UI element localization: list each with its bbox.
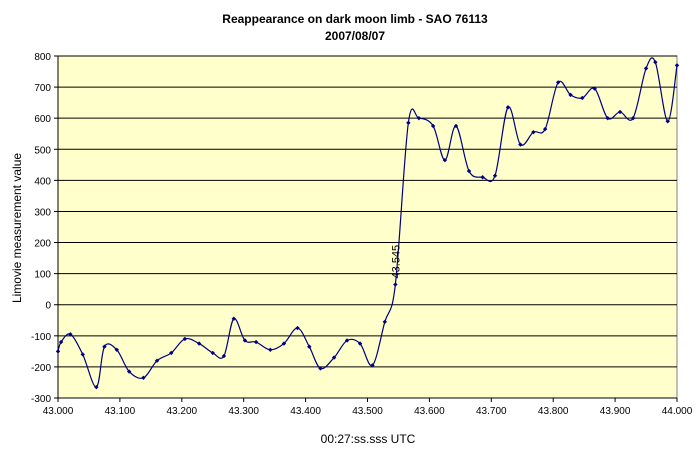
x-tick-label: 43.200 xyxy=(167,406,198,417)
data-point xyxy=(453,123,459,129)
y-tick-label: -200 xyxy=(31,363,51,374)
data-point xyxy=(643,66,649,71)
data-point xyxy=(80,352,85,357)
x-axis: 43.000 43.100 43.200 43.300 43.400 43.500 43.6… xyxy=(43,397,693,417)
data-point xyxy=(605,115,610,121)
x-tick-label: 43.500 xyxy=(352,406,383,417)
data-point xyxy=(480,175,485,180)
data-point xyxy=(430,123,436,129)
data-point xyxy=(617,109,623,115)
data-point xyxy=(630,115,636,121)
data-point xyxy=(281,341,287,346)
data-point xyxy=(94,384,99,390)
data-point xyxy=(154,358,160,363)
y-tick-label: 400 xyxy=(34,176,51,187)
data-point xyxy=(393,282,398,287)
data-point xyxy=(307,344,312,349)
data-point xyxy=(210,350,215,356)
data-point xyxy=(442,157,448,163)
data-point xyxy=(169,350,174,356)
data-point xyxy=(505,105,511,110)
data-point xyxy=(492,173,498,178)
y-tick-label: -100 xyxy=(31,332,51,343)
data-point xyxy=(665,119,670,124)
x-tick-label: 43.900 xyxy=(600,406,631,417)
data-point xyxy=(182,336,188,342)
data-point xyxy=(295,325,300,331)
data-point xyxy=(196,341,202,346)
data-point xyxy=(268,347,273,353)
data-point xyxy=(370,363,375,368)
data-point xyxy=(141,375,146,380)
data-point xyxy=(344,338,350,343)
y-tick-label: 200 xyxy=(34,239,51,250)
data-point xyxy=(331,355,337,360)
y-tick-label: 500 xyxy=(34,145,51,156)
data-point xyxy=(653,60,658,65)
x-axis-label: 00:27:ss.sss UTC xyxy=(321,432,416,446)
x-tick-label: 43.800 xyxy=(538,406,569,417)
x-tick-label: 43.700 xyxy=(476,406,507,417)
data-point xyxy=(568,92,573,98)
y-tick-label: 600 xyxy=(34,114,51,125)
data-point xyxy=(592,86,597,91)
x-tick-label: 43.300 xyxy=(228,406,259,417)
data-point xyxy=(555,80,561,85)
y-tick-label: 100 xyxy=(34,270,51,281)
x-tick-label: 43.600 xyxy=(414,406,445,417)
data-point xyxy=(466,168,472,174)
data-point xyxy=(406,120,411,126)
data-point xyxy=(580,95,585,101)
data-point xyxy=(518,142,523,147)
y-tick-label: 0 xyxy=(45,301,51,312)
gridlines xyxy=(58,55,677,368)
data-point xyxy=(242,338,248,343)
plot-area xyxy=(57,55,678,399)
y-axis: -300 -200 -100 0 100 200 300 400 500 600 700 800 xyxy=(31,52,59,405)
data-points xyxy=(55,60,680,390)
data-point xyxy=(126,369,132,374)
data-annotation: 43.545 xyxy=(390,245,402,279)
data-point xyxy=(674,63,680,68)
data-point xyxy=(357,341,363,346)
data-point xyxy=(542,126,548,132)
x-tick-label: 43.400 xyxy=(290,406,321,417)
y-tick-label: 300 xyxy=(34,207,51,218)
data-point xyxy=(55,349,61,354)
data-point xyxy=(68,332,73,337)
y-axis-label: Limovie measurement value xyxy=(10,153,24,303)
data-point xyxy=(58,339,64,345)
data-point xyxy=(382,319,388,325)
x-tick-label: 44.000 xyxy=(662,406,693,417)
data-point xyxy=(114,347,120,353)
data-point xyxy=(253,339,259,345)
chart-title: Reappearance on dark moon limb - SAO 761… xyxy=(222,12,488,26)
x-tick-label: 43.000 xyxy=(43,406,74,417)
y-tick-label: 800 xyxy=(34,52,51,63)
y-tick-label: -300 xyxy=(31,394,51,405)
data-point xyxy=(416,115,422,121)
data-point xyxy=(531,129,536,135)
data-point xyxy=(221,353,227,359)
x-tick-label: 43.100 xyxy=(105,406,136,417)
y-tick-label: 700 xyxy=(34,83,51,94)
chart-subtitle: 2007/08/07 xyxy=(325,29,385,43)
data-point xyxy=(318,366,323,371)
data-point xyxy=(102,344,107,349)
data-point xyxy=(231,316,236,321)
